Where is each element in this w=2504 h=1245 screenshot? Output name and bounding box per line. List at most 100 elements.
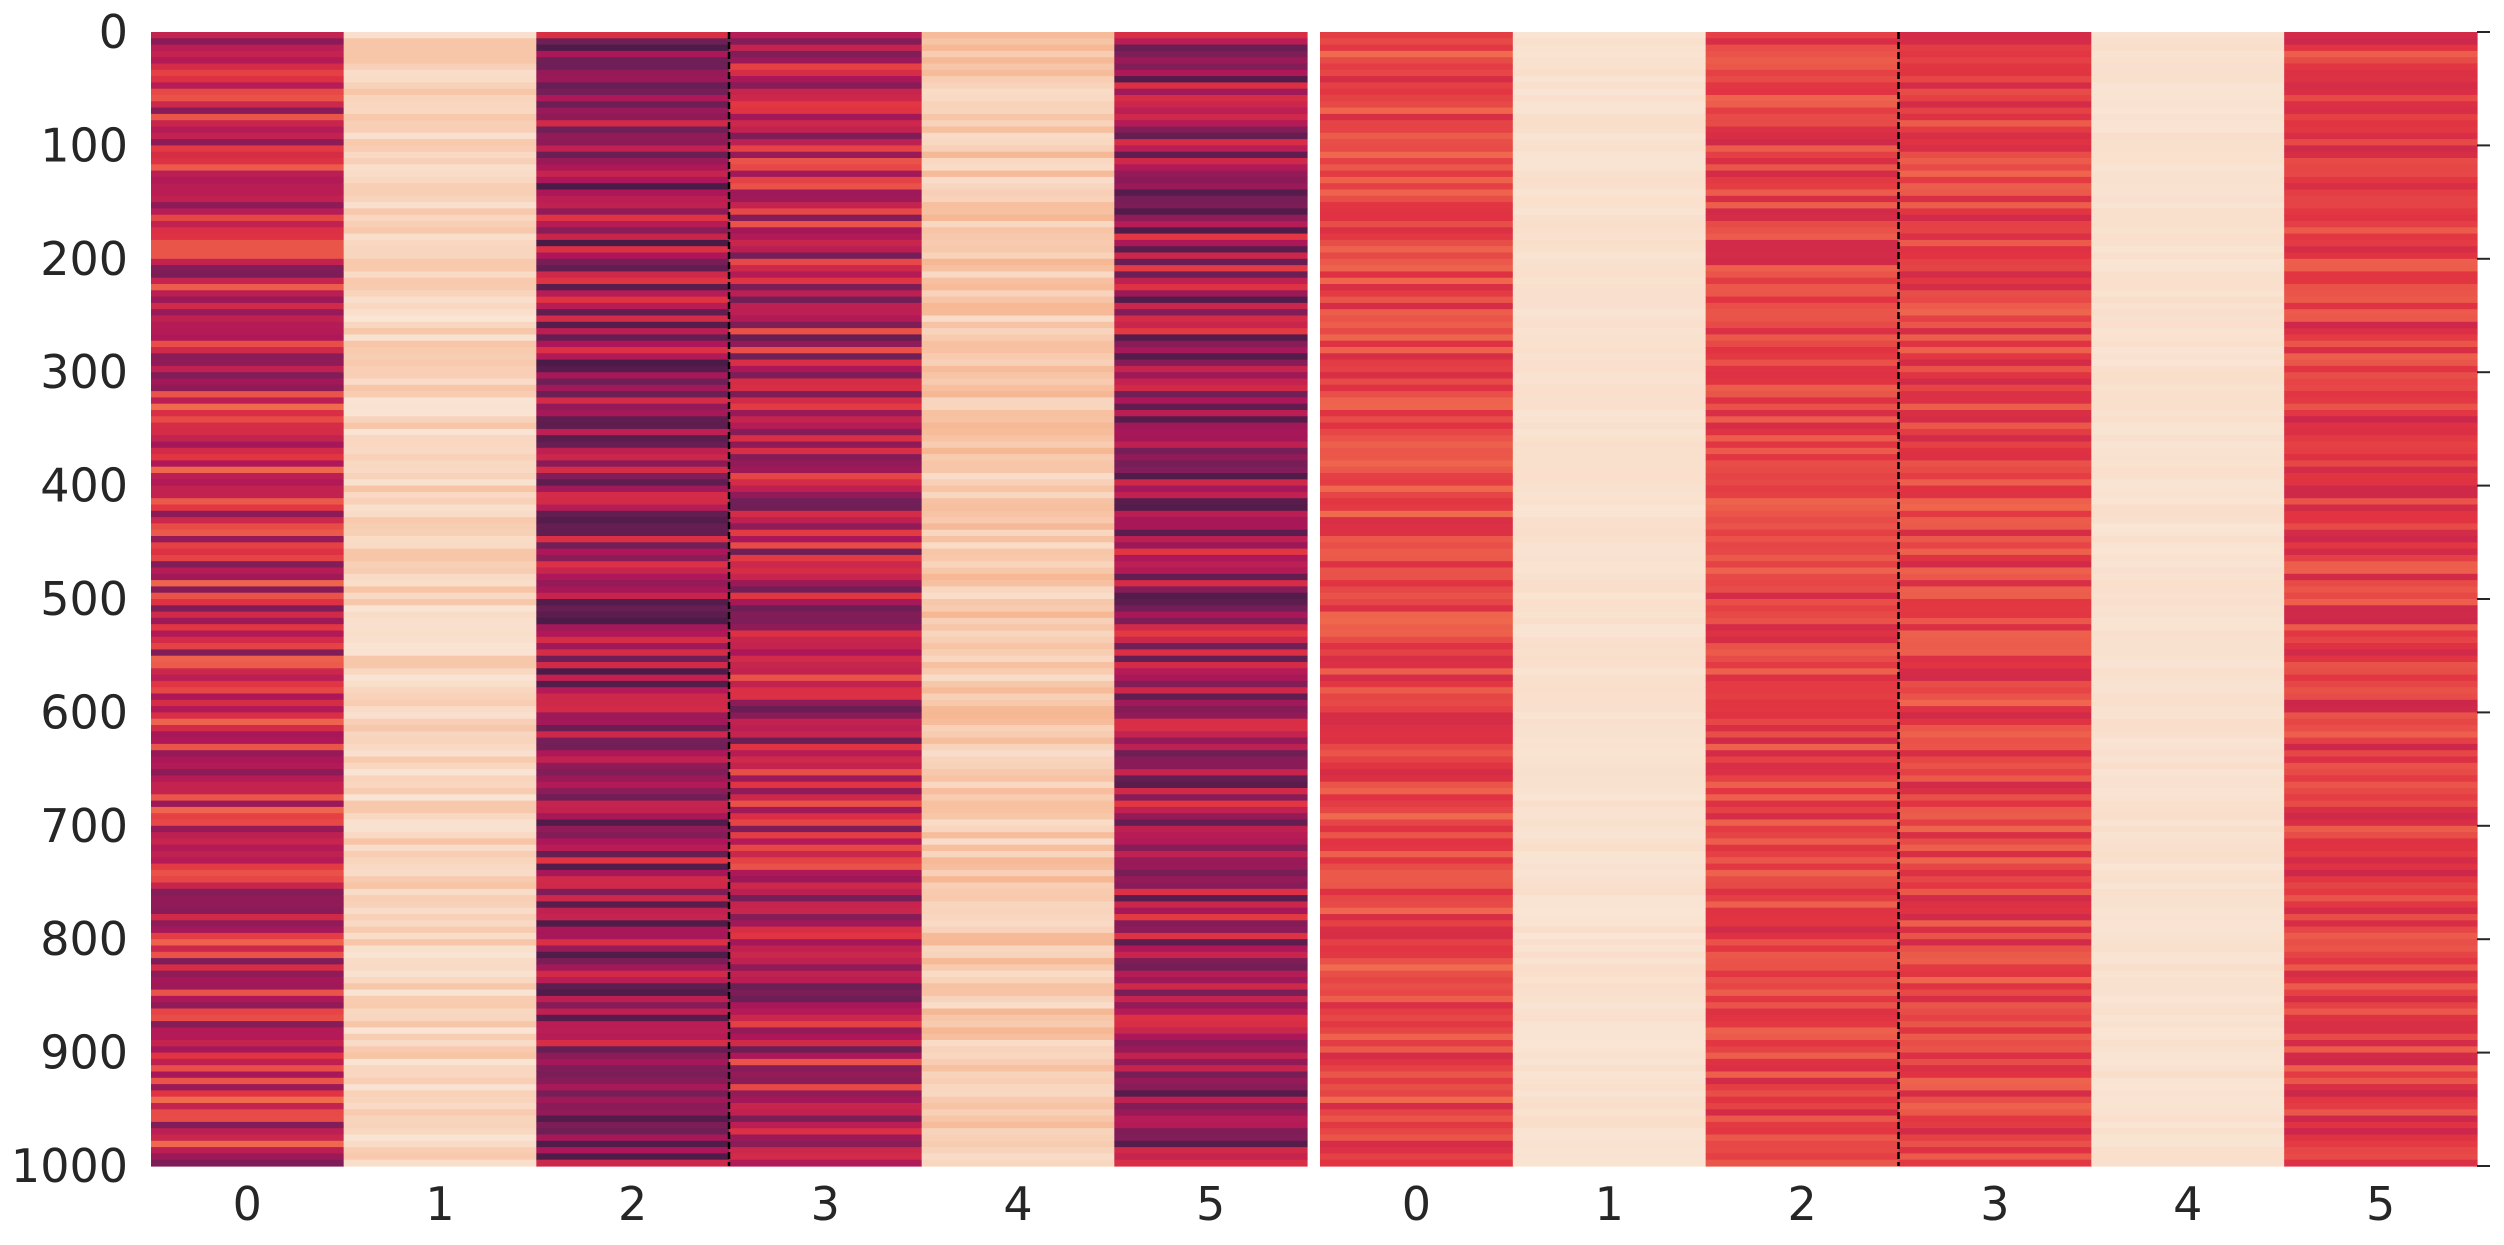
heatmap-cell xyxy=(1114,365,1308,373)
heatmap-cell xyxy=(151,309,345,317)
heatmap-cell xyxy=(2091,265,2285,272)
heatmap-cell xyxy=(1705,1134,1900,1142)
heatmap-cell xyxy=(1705,498,1900,506)
heatmap-cell xyxy=(536,750,730,758)
heatmap-cell xyxy=(1320,825,1514,833)
heatmap-cell xyxy=(536,907,730,915)
heatmap-cell xyxy=(921,1008,1115,1016)
heatmap-cell xyxy=(1114,932,1308,940)
heatmap-cell xyxy=(151,88,345,96)
heatmap-cell xyxy=(1114,170,1308,178)
heatmap-cell xyxy=(921,888,1115,896)
heatmap-cell xyxy=(1898,573,2092,581)
heatmap-cell xyxy=(921,454,1115,461)
heatmap-cell xyxy=(921,1134,1115,1142)
heatmap-cell xyxy=(729,1147,923,1154)
heatmap-cell xyxy=(1114,1008,1308,1016)
heatmap-cell xyxy=(1512,1065,1707,1073)
heatmap-cell xyxy=(2091,970,2285,978)
heatmap-cell xyxy=(343,195,537,203)
heatmap-cell xyxy=(921,384,1115,392)
heatmap-cell xyxy=(1705,347,1900,354)
heatmap-cell xyxy=(1320,151,1514,159)
heatmap-cell xyxy=(729,176,923,184)
heatmap-cell xyxy=(1512,548,1707,556)
heatmap-cell xyxy=(536,939,730,947)
heatmap-cell xyxy=(151,932,345,940)
heatmap-cell xyxy=(343,252,537,260)
heatmap-cell xyxy=(536,693,730,701)
heatmap-cell xyxy=(343,1115,537,1123)
heatmap-cell xyxy=(1898,372,2092,380)
heatmap-cell xyxy=(343,920,537,928)
heatmap-cell xyxy=(921,750,1115,758)
heatmap-cell xyxy=(1512,561,1707,569)
heatmap-cell xyxy=(1898,378,2092,386)
heatmap-cell xyxy=(151,1159,345,1167)
heatmap-cell xyxy=(151,164,345,172)
heatmap-cell xyxy=(2284,762,2478,770)
heatmap-cell xyxy=(1898,1052,2092,1060)
heatmap-cell xyxy=(1114,447,1308,455)
heatmap-cell xyxy=(729,76,923,83)
heatmap-cell xyxy=(921,340,1115,348)
heatmap-cell xyxy=(2284,945,2478,953)
heatmap-cell xyxy=(729,876,923,884)
heatmap-cell xyxy=(151,548,345,556)
heatmap-cell xyxy=(2284,712,2478,720)
heatmap-cell xyxy=(2284,359,2478,367)
heatmap-cell xyxy=(1320,309,1514,317)
heatmap-cell xyxy=(1512,643,1707,650)
heatmap-cell xyxy=(1898,290,2092,298)
heatmap-cell xyxy=(1320,82,1514,90)
heatmap-cell xyxy=(1512,183,1707,191)
heatmap-cell xyxy=(1512,441,1707,449)
heatmap-cell xyxy=(1898,441,2092,449)
heatmap-cell xyxy=(1114,624,1308,632)
heatmap-cell xyxy=(2091,302,2285,310)
heatmap-cell xyxy=(1512,353,1707,361)
heatmap-cell xyxy=(151,964,345,972)
heatmap-cell xyxy=(1114,580,1308,587)
heatmap-cell xyxy=(343,63,537,71)
heatmap-cell xyxy=(1320,359,1514,367)
heatmap-cell xyxy=(1512,983,1707,991)
heatmap-cell xyxy=(921,624,1115,632)
heatmap-cell xyxy=(536,876,730,884)
heatmap-cell xyxy=(151,819,345,827)
heatmap-cell xyxy=(536,265,730,272)
heatmap-cell xyxy=(1512,435,1707,443)
heatmap-cell xyxy=(1114,1153,1308,1161)
heatmap-cell xyxy=(729,82,923,90)
heatmap-cell xyxy=(343,384,537,392)
heatmap-cell xyxy=(1898,939,2092,947)
heatmap-column-left-1 xyxy=(343,32,537,1167)
heatmap-cell xyxy=(921,365,1115,373)
heatmap-cell xyxy=(343,1040,537,1047)
heatmap-cell xyxy=(343,82,537,90)
y-tick-label: 200 xyxy=(40,232,128,286)
heatmap-cell xyxy=(1320,605,1514,613)
heatmap-cell xyxy=(1320,1121,1514,1129)
heatmap-cell xyxy=(729,384,923,392)
heatmap-cell xyxy=(1512,88,1707,96)
heatmap-cell xyxy=(343,561,537,569)
heatmap-cell xyxy=(2091,932,2285,940)
heatmap-cell xyxy=(2091,857,2285,865)
heatmap-cell xyxy=(1705,907,1900,915)
heatmap-cell xyxy=(729,239,923,247)
heatmap-cell xyxy=(1512,57,1707,65)
heatmap-cell xyxy=(151,800,345,808)
heatmap-cell xyxy=(2091,813,2285,821)
heatmap-cell xyxy=(536,372,730,380)
heatmap-cell xyxy=(1114,69,1308,77)
heatmap-cell xyxy=(343,202,537,209)
heatmap-cell xyxy=(1114,970,1308,978)
heatmap-cell xyxy=(2091,762,2285,770)
heatmap-cell xyxy=(1898,945,2092,953)
heatmap-cell xyxy=(151,139,345,146)
heatmap-cell xyxy=(1705,340,1900,348)
heatmap-cell xyxy=(1898,277,2092,285)
heatmap-cell xyxy=(1114,699,1308,707)
heatmap-cell xyxy=(343,712,537,720)
